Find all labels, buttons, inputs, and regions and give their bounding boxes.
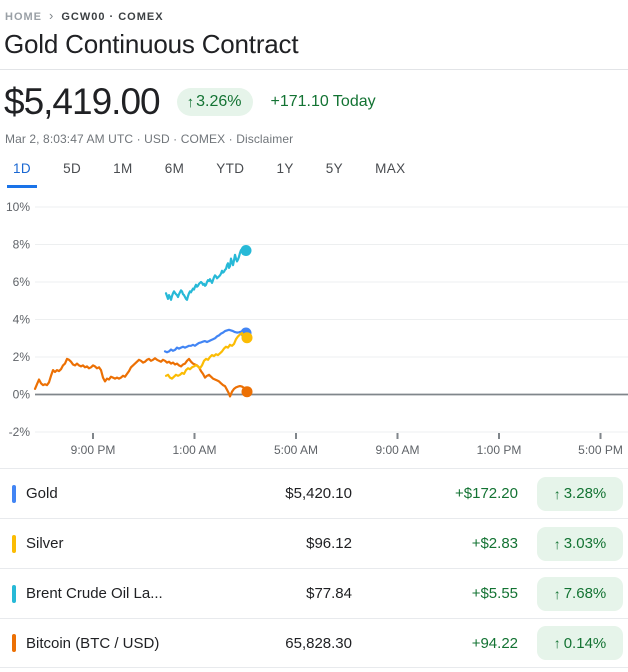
table-row[interactable]: Brent Crude Oil La... $77.84 +$5.55 ↑ 7.68% bbox=[0, 568, 628, 618]
price-chart-svg[interactable]: 10% 8% 6% 4% 2% 0% -2% 9:00 PM 1:00 AM 5:00 AM 9:0… bbox=[0, 195, 628, 460]
tab-1y[interactable]: 1Y bbox=[276, 161, 294, 176]
y-axis-label: 10% bbox=[6, 200, 30, 214]
price-change-today: +171.10 Today bbox=[270, 93, 376, 110]
range-tabs: 1D 5D 1M 6M YTD 1Y 5Y MAX bbox=[7, 153, 412, 188]
price-chart[interactable]: 10% 8% 6% 4% 2% 0% -2% 9:00 PM 1:00 AM 5:00 AM 9:0… bbox=[0, 195, 628, 460]
x-axis-label: 9:00 AM bbox=[375, 443, 419, 457]
table-row[interactable]: Silver $96.12 +$2.83 ↑ 3.03% bbox=[0, 518, 628, 568]
up-arrow-icon: ↑ bbox=[553, 535, 561, 552]
instrument-change: +$172.20 bbox=[455, 485, 518, 502]
series-color-marker bbox=[12, 634, 16, 652]
series-end-dot bbox=[240, 245, 252, 256]
breadcrumb-symbol: GCW00 · COMEX bbox=[61, 10, 164, 23]
percent-change-value: 3.26% bbox=[196, 93, 242, 110]
percent-value: 3.03% bbox=[563, 535, 607, 552]
tab-5d[interactable]: 5D bbox=[63, 161, 82, 176]
instrument-price: 65,828.30 bbox=[285, 634, 352, 652]
tab-1d[interactable]: 1D bbox=[7, 153, 38, 188]
up-arrow-icon: ↑ bbox=[553, 485, 561, 502]
quote-timestamp: Mar 2, 8:03:47 AM UTC · USD · COMEX · bbox=[5, 132, 237, 146]
series-color-marker bbox=[12, 584, 16, 603]
percent-change-badge: ↑ 3.26% bbox=[176, 88, 254, 116]
instrument-price: $77.84 bbox=[306, 585, 352, 602]
tab-5y[interactable]: 5Y bbox=[325, 161, 344, 176]
y-axis-label: 6% bbox=[13, 275, 31, 289]
quote-meta: Mar 2, 8:03:47 AM UTC · USD · COMEX · Di… bbox=[5, 132, 293, 146]
series-color-marker bbox=[12, 484, 16, 503]
current-price: $5,419.00 bbox=[4, 81, 161, 122]
instrument-change: +$2.83 bbox=[471, 535, 518, 552]
tab-6m[interactable]: 6M bbox=[164, 161, 185, 176]
page-title: Gold Continuous Contract bbox=[4, 29, 299, 59]
y-axis-label: 4% bbox=[13, 313, 31, 327]
instrument-name: Bitcoin (BTC / USD) bbox=[26, 634, 160, 652]
percent-change-badge: ↑ 7.68% bbox=[537, 576, 623, 611]
percent-change-badge: ↑ 3.03% bbox=[537, 526, 623, 561]
instrument-change: +94.22 bbox=[471, 634, 518, 652]
y-axis-label: 0% bbox=[13, 388, 31, 402]
percent-value: 0.14% bbox=[563, 634, 607, 652]
series-end-dot bbox=[241, 386, 253, 398]
instrument-name: Gold bbox=[26, 485, 58, 502]
breadcrumb-home-link[interactable]: HOME bbox=[5, 10, 42, 23]
quote-summary: $5,419.00 ↑ 3.26% +171.10 Today bbox=[4, 79, 624, 125]
header-divider bbox=[0, 69, 628, 70]
percent-value: 7.68% bbox=[563, 585, 607, 602]
comparison-table: Gold $5,420.10 +$172.20 ↑ 3.28% Silver $96.12 +… bbox=[0, 468, 628, 668]
up-arrow-icon: ↑ bbox=[553, 635, 561, 651]
table-row[interactable]: Gold $5,420.10 +$172.20 ↑ 3.28% bbox=[0, 468, 628, 518]
breadcrumb: HOME › GCW00 · COMEX bbox=[5, 8, 164, 24]
percent-badge-cell: ↑ 0.14% bbox=[518, 626, 623, 660]
series-color-marker bbox=[12, 534, 16, 553]
tab-ytd[interactable]: YTD bbox=[216, 161, 245, 176]
instrument-price: $5,420.10 bbox=[285, 485, 352, 502]
table-row[interactable]: Bitcoin (BTC / USD) 65,828.30 +94.22 ↑ 0.14% bbox=[0, 618, 628, 668]
series-end-dot bbox=[241, 332, 253, 344]
x-axis-label: 9:00 PM bbox=[71, 443, 116, 457]
series-line bbox=[33, 357, 249, 398]
series-line bbox=[164, 331, 249, 380]
disclaimer-link[interactable]: Disclaimer bbox=[236, 132, 294, 146]
percent-value: 3.28% bbox=[563, 485, 607, 502]
percent-change-badge: ↑ 3.28% bbox=[537, 476, 623, 511]
instrument-price: $96.12 bbox=[306, 535, 352, 552]
y-axis-label: -2% bbox=[9, 425, 31, 439]
series-line bbox=[163, 328, 248, 354]
chevron-right-icon: › bbox=[49, 8, 55, 23]
series-line bbox=[164, 247, 248, 301]
instrument-name: Brent Crude Oil La... bbox=[26, 585, 163, 602]
y-axis-label: 2% bbox=[13, 350, 31, 364]
percent-badge-cell: ↑ 3.28% bbox=[518, 476, 623, 511]
percent-badge-cell: ↑ 3.03% bbox=[518, 526, 623, 561]
x-axis-label: 5:00 AM bbox=[274, 443, 318, 457]
percent-change-badge: ↑ 0.14% bbox=[537, 626, 623, 660]
instrument-name: Silver bbox=[26, 535, 64, 552]
instrument-change: +$5.55 bbox=[471, 585, 518, 602]
x-axis-label: 5:00 PM bbox=[578, 443, 623, 457]
up-arrow-icon: ↑ bbox=[553, 585, 561, 602]
x-axis-label: 1:00 PM bbox=[477, 443, 522, 457]
percent-badge-cell: ↑ 7.68% bbox=[518, 576, 623, 611]
x-axis-label: 1:00 AM bbox=[172, 443, 216, 457]
up-arrow-icon: ↑ bbox=[186, 93, 195, 111]
tab-1m[interactable]: 1M bbox=[113, 161, 133, 176]
tab-max[interactable]: MAX bbox=[375, 161, 406, 176]
y-axis-label: 8% bbox=[13, 238, 31, 252]
